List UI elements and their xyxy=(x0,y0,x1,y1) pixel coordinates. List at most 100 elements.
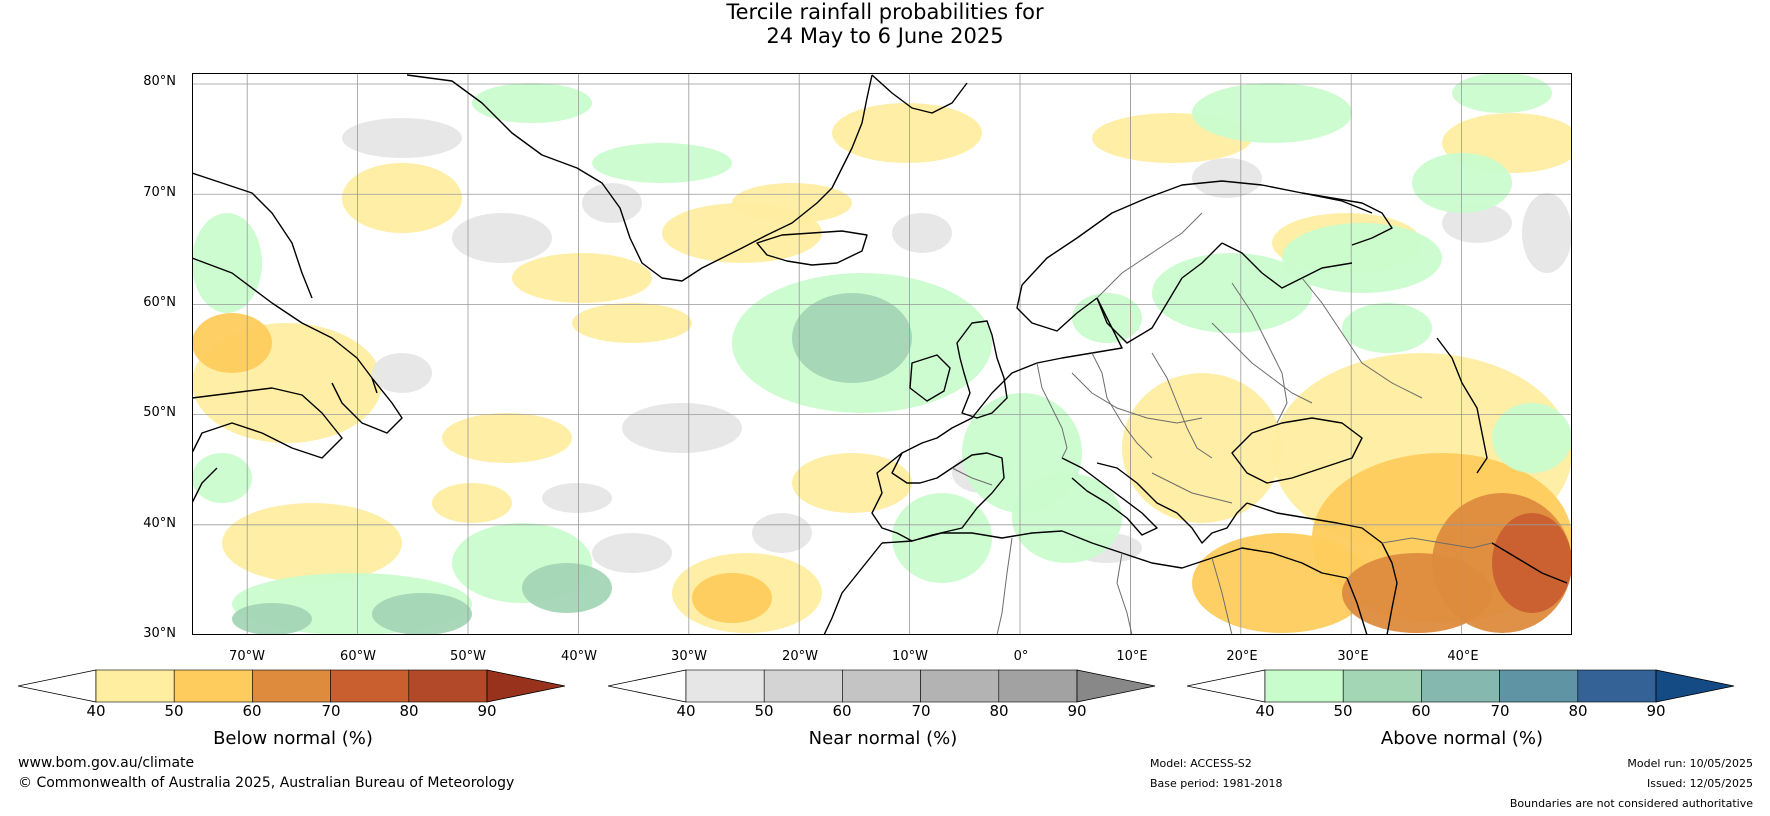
rainfall-probability-map xyxy=(192,73,1572,635)
probability-patch xyxy=(1452,73,1552,113)
footer-model-run: Model run: 10/05/2025 xyxy=(1627,757,1753,770)
border-central-europe-2 xyxy=(1091,352,1153,459)
colorbar-extend-low xyxy=(1187,669,1266,703)
tick-near-80: 80 xyxy=(989,702,1009,720)
probability-patch xyxy=(232,603,312,635)
coastline-africa-west xyxy=(823,542,883,635)
colorbar-segment xyxy=(998,669,1078,703)
probability-patch xyxy=(582,183,642,223)
border-north-africa-2 xyxy=(1116,552,1133,635)
lat-label-50n: 50°N xyxy=(143,405,176,420)
probability-patch xyxy=(372,593,472,635)
lon-label-10w: 10°W xyxy=(892,649,928,664)
colorbar-segment xyxy=(1342,669,1422,703)
lon-label-30w: 30°W xyxy=(671,649,707,664)
border-france-spain xyxy=(951,467,993,486)
coastline-great-britain xyxy=(956,320,1008,419)
colorbar-extend-high xyxy=(1655,669,1735,703)
probability-patch xyxy=(592,533,672,573)
probability-patch xyxy=(1342,303,1432,353)
probability-patch xyxy=(472,83,592,123)
tick-below-50: 50 xyxy=(164,702,184,720)
probability-patch xyxy=(1122,373,1282,523)
tick-below-90: 90 xyxy=(477,702,497,720)
coastline-us-east xyxy=(192,467,218,504)
tick-above-90: 90 xyxy=(1646,702,1666,720)
probability-patch xyxy=(752,513,812,553)
probability-patch xyxy=(342,118,462,158)
coastline-labrador xyxy=(192,257,378,394)
probability-patch xyxy=(1492,403,1572,473)
tick-near-50: 50 xyxy=(754,702,774,720)
lat-label-40n: 40°N xyxy=(143,516,176,531)
probability-patch xyxy=(1012,473,1122,563)
colorbar-segment xyxy=(95,669,175,703)
colorbar-near-normal-label: Near normal (%) xyxy=(808,728,958,749)
tick-below-70: 70 xyxy=(321,702,341,720)
probability-patch xyxy=(452,213,552,263)
border-eastern-europe-2 xyxy=(1231,282,1288,424)
colorbar-segment xyxy=(1264,669,1344,703)
footer-website: www.bom.gov.au/climate xyxy=(18,755,195,771)
colorbar-segment xyxy=(173,669,253,703)
colorbar-segment xyxy=(1421,669,1500,703)
lon-label-50w: 50°W xyxy=(450,649,486,664)
probability-patch xyxy=(692,573,772,623)
probability-patch xyxy=(1342,553,1492,633)
lon-label-30e: 30°E xyxy=(1337,649,1369,664)
coastline-greece xyxy=(1176,502,1248,544)
coastline-baffin xyxy=(192,172,313,299)
coastline-turkey-south xyxy=(1246,502,1383,544)
colorbar-segment xyxy=(842,669,921,703)
tick-below-40: 40 xyxy=(86,702,106,720)
tick-above-70: 70 xyxy=(1490,702,1510,720)
tick-above-60: 60 xyxy=(1411,702,1431,720)
tick-below-60: 60 xyxy=(242,702,262,720)
map-title: Tercile rainfall probabilities for 24 Ma… xyxy=(0,0,1770,48)
colorbar-below-normal-scale xyxy=(18,669,566,703)
border-france-germany xyxy=(1036,362,1068,459)
map-panel xyxy=(192,73,1572,635)
colorbar-segment xyxy=(1499,669,1579,703)
lon-label-70w: 70°W xyxy=(229,649,265,664)
footer-issued: Issued: 12/05/2025 xyxy=(1646,777,1753,790)
probability-patch xyxy=(1442,203,1512,243)
probability-patch xyxy=(522,563,612,613)
probability-patch xyxy=(222,503,402,583)
coastline-newfoundland xyxy=(331,377,403,434)
coastline-levant xyxy=(1381,542,1398,635)
footer-copyright: © Commonwealth of Australia 2025, Austra… xyxy=(18,775,515,791)
title-line-2: 24 May to 6 June 2025 xyxy=(766,24,1004,48)
probability-patch xyxy=(1192,158,1262,198)
probability-patch xyxy=(432,483,512,523)
coastline-kola xyxy=(1301,192,1393,246)
lon-label-10e: 10°E xyxy=(1116,649,1148,664)
colorbar-near-normal-scale xyxy=(608,669,1156,703)
border-middle-east xyxy=(1381,537,1493,549)
coastline-red-sea xyxy=(1346,577,1368,635)
border-north-africa-3 xyxy=(1211,557,1233,635)
coastline-gulf xyxy=(1491,542,1568,584)
tick-below-80: 80 xyxy=(399,702,419,720)
coastline-adriatic xyxy=(1096,462,1178,514)
probability-patch xyxy=(592,143,732,183)
probability-patch xyxy=(442,413,572,463)
title-line-1: Tercile rainfall probabilities for xyxy=(726,0,1044,24)
border-norway-sweden xyxy=(1096,212,1203,299)
probability-patch xyxy=(1192,533,1372,633)
coastline-iceland xyxy=(756,230,868,266)
colorbar-segment xyxy=(408,669,488,703)
probability-patch xyxy=(1282,223,1442,293)
probability-patch xyxy=(372,353,432,393)
tick-above-50: 50 xyxy=(1333,702,1353,720)
colorbar-extend-high xyxy=(486,669,566,703)
lon-label-40e: 40°E xyxy=(1447,649,1479,664)
probability-patch xyxy=(542,483,612,513)
tick-above-80: 80 xyxy=(1568,702,1588,720)
coastline-black-sea xyxy=(1231,417,1363,484)
probability-shading xyxy=(192,73,1572,635)
tick-near-70: 70 xyxy=(911,702,931,720)
coastline-greenland-east xyxy=(871,74,968,114)
lon-label-20e: 20°E xyxy=(1226,649,1258,664)
colorbar-extend-high xyxy=(1076,669,1156,703)
